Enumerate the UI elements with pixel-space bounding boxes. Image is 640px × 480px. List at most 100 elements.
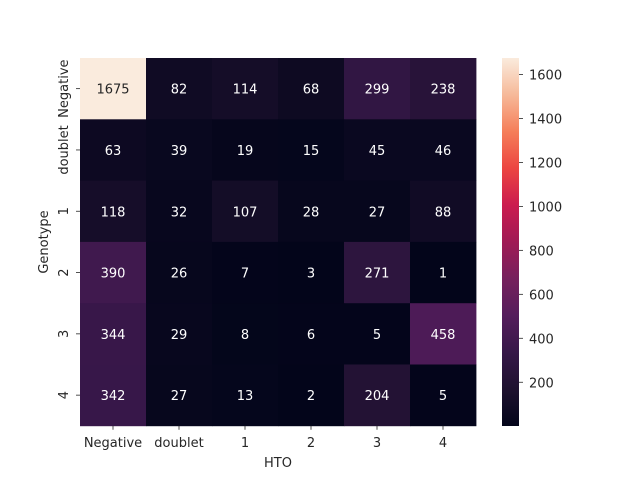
y-tick-label: 2 <box>57 268 72 276</box>
cell-value-label: 28 <box>303 205 320 220</box>
cell-value-label: 27 <box>171 389 188 404</box>
cell-value-label: 26 <box>171 267 188 282</box>
heatmap-cell <box>410 180 477 243</box>
heatmap-cell <box>278 119 345 181</box>
colorbar-tick-label: 1000 <box>529 200 562 215</box>
cell-value-label: 68 <box>303 83 320 98</box>
x-tick-label: 2 <box>307 436 315 451</box>
cell-value-label: 15 <box>303 144 320 159</box>
heatmap-cell <box>212 58 279 120</box>
cell-value-label: 88 <box>435 205 452 220</box>
heatmap-cell <box>212 364 279 427</box>
cell-value-label: 238 <box>431 83 456 98</box>
cell-value-label: 2 <box>307 389 315 404</box>
cell-value-label: 458 <box>431 328 456 343</box>
colorbar-ticks: 200 400 600 800 1000 1200 1400 1600 <box>519 68 562 391</box>
cell-value-label: 13 <box>237 389 254 404</box>
heatmap-cell <box>278 364 345 427</box>
cell-value-label: 204 <box>365 389 390 404</box>
cell-value-label: 27 <box>369 205 386 220</box>
cell-value-label: 390 <box>101 267 126 282</box>
heatmap-cell <box>344 119 411 181</box>
heatmap-cell <box>212 241 279 304</box>
cell-value-label: 118 <box>101 205 126 220</box>
colorbar-tick-label: 1600 <box>529 68 562 83</box>
y-tick-labels: Negative doublet 1 2 3 4 <box>57 59 80 399</box>
cell-value-label: 82 <box>171 83 188 98</box>
cell-value-label: 299 <box>365 83 390 98</box>
heatmap-cell <box>80 180 147 243</box>
heatmap-cell <box>146 180 213 243</box>
cell-value-label: 1 <box>439 267 447 282</box>
heatmap-cell <box>146 241 213 304</box>
x-tick-label: 1 <box>241 436 249 451</box>
heatmap-cell <box>410 241 477 304</box>
cell-value-label: 271 <box>365 267 390 282</box>
heatmap-cell <box>410 364 477 427</box>
y-tick-label: doublet <box>57 125 72 174</box>
y-tick-label: 1 <box>57 207 72 215</box>
heatmap-cell <box>212 180 279 243</box>
y-tick-label: Negative <box>57 59 72 117</box>
y-tick-label: 3 <box>57 330 72 338</box>
y-axis-label: Genotype <box>37 210 52 273</box>
cell-value-label: 107 <box>233 205 258 220</box>
colorbar-tick-label: 1200 <box>529 156 562 171</box>
heatmap-cell <box>146 303 213 365</box>
cell-value-label: 114 <box>233 83 258 98</box>
colorbar-tick-label: 200 <box>529 376 554 391</box>
heatmap-cell <box>80 303 147 365</box>
heatmap-cell <box>80 119 147 181</box>
heatmap-cell <box>212 119 279 181</box>
heatmap-cell <box>410 119 477 181</box>
cell-value-label: 29 <box>171 328 188 343</box>
cell-value-label: 8 <box>241 328 249 343</box>
heatmap-cell <box>344 364 411 427</box>
x-tick-labels: Negative doublet 1 2 3 4 <box>84 425 447 451</box>
cell-value-label: 344 <box>101 328 126 343</box>
cell-value-label: 1675 <box>96 83 129 98</box>
x-tick-label: doublet <box>154 436 203 451</box>
heatmap-cell <box>410 303 477 365</box>
heatmap-cell <box>80 364 147 427</box>
heatmap-cell <box>278 303 345 365</box>
heatmap-cell <box>344 303 411 365</box>
cell-value-label: 342 <box>101 389 126 404</box>
cell-value-label: 5 <box>373 328 381 343</box>
cell-value-label: 45 <box>369 144 386 159</box>
colorbar-tick-label: 400 <box>529 332 554 347</box>
cell-value-label: 3 <box>307 267 315 282</box>
heatmap-cell <box>278 180 345 243</box>
heatmap-cell <box>278 241 345 304</box>
colorbar <box>502 58 519 426</box>
heatmap-cell <box>146 364 213 427</box>
heatmap-cell <box>344 58 411 120</box>
x-axis-label: HTO <box>264 456 292 471</box>
heatmap-cell <box>410 58 477 120</box>
cell-value-label: 63 <box>105 144 122 159</box>
colorbar-tick-label: 600 <box>529 288 554 303</box>
heatmap-cell <box>80 241 147 304</box>
heatmap-cell <box>212 303 279 365</box>
heatmap-cell <box>146 58 213 120</box>
cell-value-label: 5 <box>439 389 447 404</box>
cell-value-label: 19 <box>237 144 254 159</box>
cell-value-label: 46 <box>435 144 452 159</box>
cell-value-label: 7 <box>241 267 249 282</box>
cell-value-label: 39 <box>171 144 188 159</box>
cell-value-label: 32 <box>171 205 188 220</box>
heatmap-cell <box>344 180 411 243</box>
colorbar-tick-label: 1400 <box>529 112 562 127</box>
x-tick-label: Negative <box>84 436 142 451</box>
x-tick-label: 3 <box>373 436 381 451</box>
colorbar-tick-label: 800 <box>529 244 554 259</box>
heatmap-cell <box>278 58 345 120</box>
heatmap-cell <box>146 119 213 181</box>
heatmap-cell <box>344 241 411 304</box>
y-tick-label: 4 <box>57 391 72 399</box>
cell-value-label: 6 <box>307 328 315 343</box>
heatmap-cell <box>80 58 147 120</box>
x-tick-label: 4 <box>439 436 447 451</box>
